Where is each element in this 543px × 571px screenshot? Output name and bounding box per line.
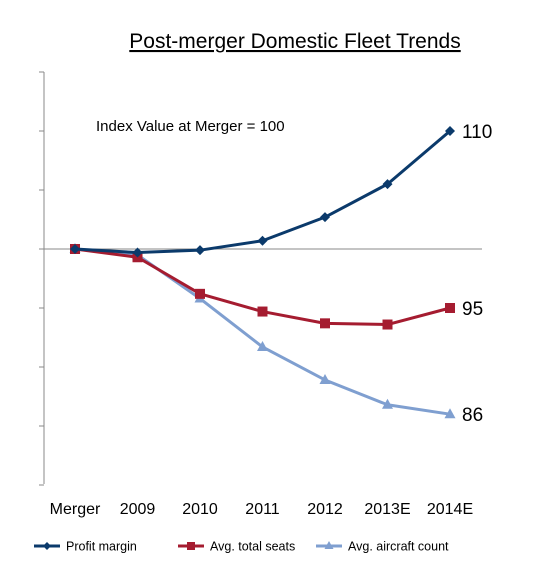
data-point (382, 179, 393, 190)
legend-item: Avg. aircraft count (316, 540, 449, 554)
x-tick-labels: Merger 2009 2010 2011 2012 2013E 2014E (50, 501, 473, 518)
data-point (319, 373, 331, 384)
x-tick-label: 2014E (427, 501, 473, 518)
x-tick-label: 2013E (364, 501, 410, 518)
x-tick-label: 2010 (182, 501, 218, 518)
data-point (320, 212, 330, 223)
data-point (195, 245, 205, 256)
data-point (43, 542, 51, 550)
series-line (74, 247, 451, 416)
x-tick-label: 2009 (120, 501, 156, 518)
series-square (70, 244, 455, 330)
data-point (382, 398, 393, 409)
data-point (445, 126, 455, 136)
legend-item: Profit margin (34, 540, 137, 554)
legend-label: Avg. aircraft count (348, 540, 449, 554)
data-point (257, 340, 268, 351)
data-point (257, 235, 268, 246)
chart-title: Post-merger Domestic Fleet Trends (129, 30, 460, 53)
data-point (444, 408, 456, 419)
legend-label: Avg. total seats (210, 540, 295, 554)
series-diamond (70, 126, 455, 258)
end-value-label: 95 (462, 299, 483, 320)
data-point (257, 306, 268, 317)
legend: Profit margin Avg. total seats Avg. aircra… (34, 540, 449, 554)
data-point (320, 318, 330, 329)
data-point (187, 542, 195, 550)
end-value-label: 86 (462, 405, 483, 426)
chart-annotation: Index Value at Merger = 100 (96, 118, 285, 135)
axes (39, 71, 482, 486)
series-triangle (69, 243, 456, 419)
series-line (74, 129, 451, 255)
data-point (195, 288, 205, 299)
data-point (70, 244, 80, 254)
x-tick-label: 2012 (307, 501, 343, 518)
series-layer (69, 126, 456, 419)
data-point (132, 247, 143, 258)
data-point (382, 319, 393, 330)
legend-label: Profit margin (66, 540, 137, 554)
legend-item: Avg. total seats (178, 540, 295, 554)
x-tick-label: 2011 (245, 501, 280, 518)
data-point (324, 541, 334, 549)
end-value-label: 110 (462, 122, 492, 143)
x-tick-label: Merger (50, 501, 101, 518)
end-labels: 110 95 86 (462, 122, 492, 426)
data-point (445, 303, 455, 313)
